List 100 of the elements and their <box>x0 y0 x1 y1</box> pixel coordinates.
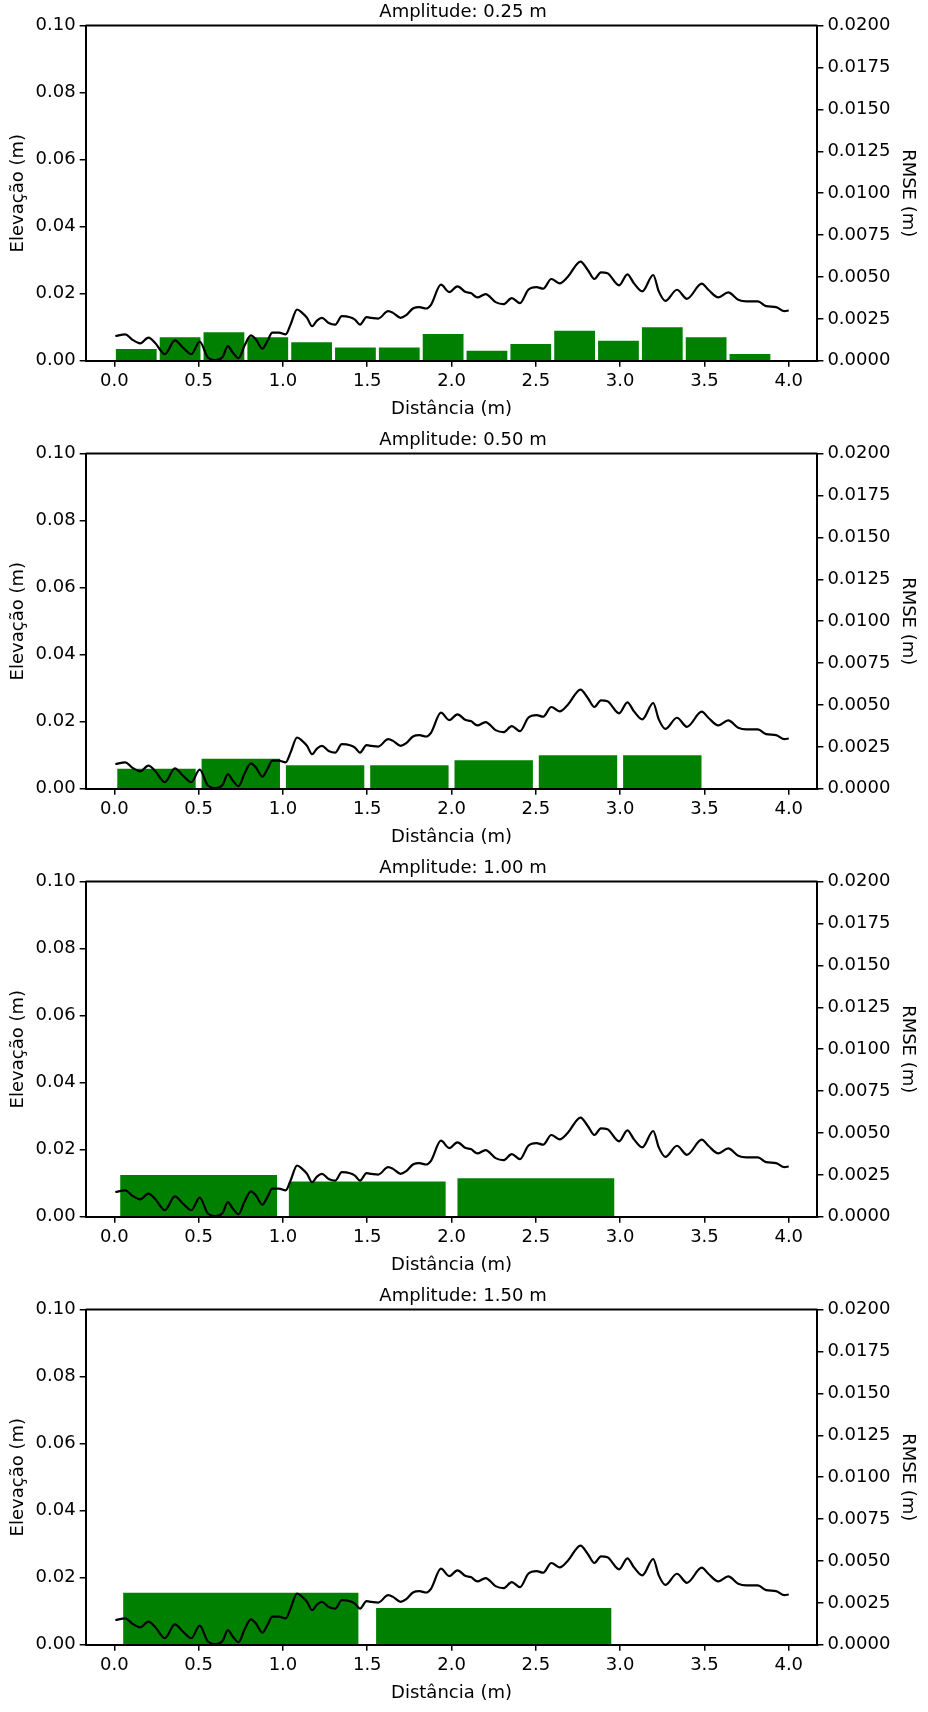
x-tick-label: 1.0 <box>268 797 298 819</box>
y2-tick-label: 0.0125 <box>827 1422 891 1444</box>
y-tick-label: 0.06 <box>35 147 76 169</box>
y2-axis-title: RMSE (m) <box>898 1005 920 1094</box>
y2-tick-label: 0.0025 <box>827 306 891 328</box>
x-tick-label: 3.5 <box>690 1653 719 1675</box>
chart-title: Amplitude: 1.50 m <box>379 1284 547 1306</box>
x-tick-label: 3.0 <box>605 1653 635 1675</box>
y2-tick-label: 0.0150 <box>827 953 891 975</box>
y2-tick-label: 0.0075 <box>827 222 891 244</box>
y-tick-label: 0.04 <box>35 642 76 664</box>
y2-tick-label: 0.0050 <box>827 692 891 714</box>
x-tick-label: 2.5 <box>521 1653 551 1675</box>
y-tick-label: 0.10 <box>35 869 76 891</box>
y2-tick-label: 0.0075 <box>827 1078 891 1100</box>
y2-axis-title: RMSE (m) <box>898 577 920 666</box>
chart-title: Amplitude: 0.50 m <box>379 428 547 450</box>
y2-tick-label: 0.0100 <box>827 608 891 630</box>
x-tick-label: 3.0 <box>605 1225 635 1247</box>
y-tick-label: 0.08 <box>35 1364 76 1386</box>
y2-tick-label: 0.0075 <box>827 650 891 672</box>
y2-tick-label: 0.0100 <box>827 1036 891 1058</box>
y-tick-label: 0.10 <box>35 441 76 463</box>
x-tick-label: 2.0 <box>437 1653 466 1675</box>
x-tick-label: 1.5 <box>352 369 382 391</box>
x-tick-label: 4.0 <box>774 1225 804 1247</box>
x-tick-label: 1.0 <box>268 369 298 391</box>
x-tick-label: 0.5 <box>184 797 213 819</box>
y2-tick-label: 0.0025 <box>827 1162 891 1184</box>
x-axis-title: Distância (m) <box>391 824 513 846</box>
x-tick-label: 0.0 <box>100 1653 129 1675</box>
y-axis-title: Elevação (m) <box>6 134 28 253</box>
y2-tick-label: 0.0150 <box>827 1381 891 1403</box>
chart-title: Amplitude: 0.25 m <box>379 0 547 22</box>
x-tick-label: 1.5 <box>352 1653 382 1675</box>
y-tick-label: 0.06 <box>35 1431 76 1453</box>
x-tick-label: 2.5 <box>521 1225 551 1247</box>
x-tick-label: 0.5 <box>184 1225 213 1247</box>
x-tick-label: 1.5 <box>352 1225 382 1247</box>
y-tick-label: 0.02 <box>35 1565 76 1587</box>
x-tick-label: 4.0 <box>774 797 804 819</box>
x-tick-label: 2.0 <box>437 1225 466 1247</box>
y2-tick-label: 0.0000 <box>827 1204 891 1226</box>
y-tick-label: 0.04 <box>35 1498 76 1520</box>
y2-tick-label: 0.0200 <box>827 869 891 891</box>
y2-tick-label: 0.0175 <box>827 1339 891 1361</box>
y-tick-label: 0.06 <box>35 575 76 597</box>
y-tick-label: 0.02 <box>35 1137 76 1159</box>
x-tick-label: 2.5 <box>521 369 551 391</box>
y2-tick-label: 0.0025 <box>827 1590 891 1612</box>
y-tick-label: 0.00 <box>35 1204 76 1226</box>
y-tick-label: 0.00 <box>35 1632 76 1654</box>
y-tick-label: 0.08 <box>35 936 76 958</box>
x-tick-label: 0.5 <box>184 1653 213 1675</box>
y-tick-label: 0.08 <box>35 80 76 102</box>
y2-tick-label: 0.0125 <box>827 138 891 160</box>
y2-tick-label: 0.0000 <box>827 776 891 798</box>
x-axis-title: Distância (m) <box>391 396 513 418</box>
y2-tick-label: 0.0175 <box>827 55 891 77</box>
y-tick-label: 0.00 <box>35 776 76 798</box>
x-axis-title: Distância (m) <box>391 1680 513 1702</box>
y2-tick-label: 0.0050 <box>827 264 891 286</box>
y2-tick-label: 0.0075 <box>827 1506 891 1528</box>
y2-tick-label: 0.0100 <box>827 180 891 202</box>
y-axis-title: Elevação (m) <box>6 562 28 681</box>
x-tick-label: 4.0 <box>774 1653 804 1675</box>
y-tick-label: 0.00 <box>35 348 76 370</box>
y-tick-label: 0.10 <box>35 13 76 35</box>
y-tick-label: 0.02 <box>35 281 76 303</box>
x-tick-label: 3.5 <box>690 369 719 391</box>
x-tick-label: 3.5 <box>690 797 719 819</box>
y2-tick-label: 0.0200 <box>827 441 891 463</box>
y2-tick-label: 0.0150 <box>827 97 891 119</box>
x-tick-label: 1.5 <box>352 797 382 819</box>
y2-tick-label: 0.0050 <box>827 1548 891 1570</box>
y2-tick-label: 0.0050 <box>827 1120 891 1142</box>
x-tick-label: 0.0 <box>100 797 129 819</box>
y2-tick-label: 0.0125 <box>827 994 891 1016</box>
y2-tick-label: 0.0000 <box>827 348 891 370</box>
y-axis-title: Elevação (m) <box>6 990 28 1109</box>
x-tick-label: 3.0 <box>605 369 635 391</box>
y-tick-label: 0.06 <box>35 1003 76 1025</box>
y-tick-label: 0.02 <box>35 709 76 731</box>
y2-tick-label: 0.0025 <box>827 734 891 756</box>
y2-tick-label: 0.0175 <box>827 483 891 505</box>
y-tick-label: 0.08 <box>35 508 76 530</box>
y-tick-label: 0.04 <box>35 1070 76 1092</box>
y2-tick-label: 0.0000 <box>827 1632 891 1654</box>
x-tick-label: 2.0 <box>437 797 466 819</box>
x-tick-label: 3.0 <box>605 797 635 819</box>
x-tick-label: 2.0 <box>437 369 466 391</box>
y2-axis-title: RMSE (m) <box>898 1433 920 1522</box>
x-tick-label: 0.5 <box>184 369 213 391</box>
x-tick-label: 1.0 <box>268 1225 298 1247</box>
y2-tick-label: 0.0150 <box>827 525 891 547</box>
x-tick-label: 0.0 <box>100 369 129 391</box>
y2-tick-label: 0.0200 <box>827 1297 891 1319</box>
y2-tick-label: 0.0175 <box>827 911 891 933</box>
x-tick-label: 2.5 <box>521 797 551 819</box>
x-tick-label: 0.0 <box>100 1225 129 1247</box>
